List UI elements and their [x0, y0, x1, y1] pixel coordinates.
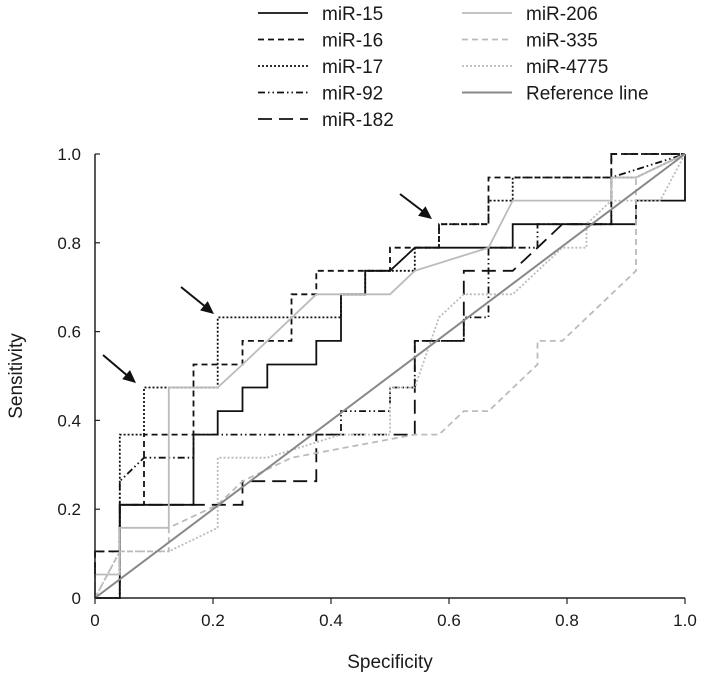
- series-line-mir-206: [94, 153, 686, 598]
- arrow-icon: [399, 193, 426, 214]
- x-tick-label: 0.2: [201, 611, 225, 630]
- series-line-mir-4775: [94, 153, 686, 599]
- x-tick-label: 0.8: [555, 611, 579, 630]
- series-line-mir-17: [95, 153, 686, 599]
- roc-curves: [94, 153, 686, 599]
- annotation-arrows: [102, 193, 432, 383]
- x-tick-label: 0.6: [437, 611, 461, 630]
- axes: [94, 154, 685, 599]
- x-tick-label: 0.4: [319, 611, 343, 630]
- legend: miR-15 miR-16 miR-17 miR-92 miR-182 miR-206 mi…: [258, 4, 649, 131]
- legend-label-reference-line: Reference line: [526, 84, 649, 105]
- legend-label-mir-16: miR-16: [322, 31, 383, 52]
- y-tick-label: 0.4: [57, 411, 81, 430]
- legend-label-mir-92: miR-92: [322, 84, 383, 105]
- legend-label-mir-182: miR-182: [322, 110, 394, 131]
- y-tick-label: 1.0: [57, 145, 81, 164]
- x-tick-label: 1.0: [673, 611, 697, 630]
- legend-label-mir-15: miR-15: [322, 4, 383, 25]
- y-tick-label: 0.2: [57, 500, 81, 519]
- legend-label-mir-206: miR-206: [526, 4, 598, 25]
- arrow-icon: [102, 354, 130, 378]
- y-axis-label: Sensitivity: [6, 333, 27, 419]
- arrow-icon: [180, 286, 208, 309]
- x-axis-label: Specificity: [347, 652, 433, 673]
- y-tick-label: 0.8: [57, 234, 81, 253]
- legend-label-mir-17: miR-17: [322, 57, 383, 78]
- legend-label-mir-335: miR-335: [526, 31, 598, 52]
- arrow-head-icon: [122, 370, 136, 383]
- legend-label-mir-4775: miR-4775: [526, 57, 608, 78]
- arrow-head-icon: [200, 301, 214, 314]
- arrow-head-icon: [418, 206, 432, 219]
- series-line-reference-line: [94, 153, 686, 599]
- x-tick-label: 0: [90, 611, 99, 630]
- y-tick-label: 0.6: [57, 323, 81, 342]
- y-tick-label: 0: [72, 589, 81, 608]
